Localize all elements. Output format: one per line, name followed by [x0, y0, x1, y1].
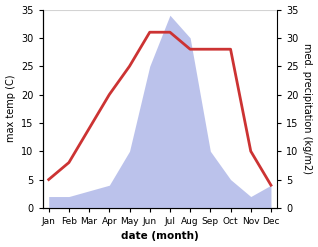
Y-axis label: med. precipitation (kg/m2): med. precipitation (kg/m2): [302, 43, 313, 174]
Y-axis label: max temp (C): max temp (C): [5, 75, 16, 143]
X-axis label: date (month): date (month): [121, 231, 199, 242]
